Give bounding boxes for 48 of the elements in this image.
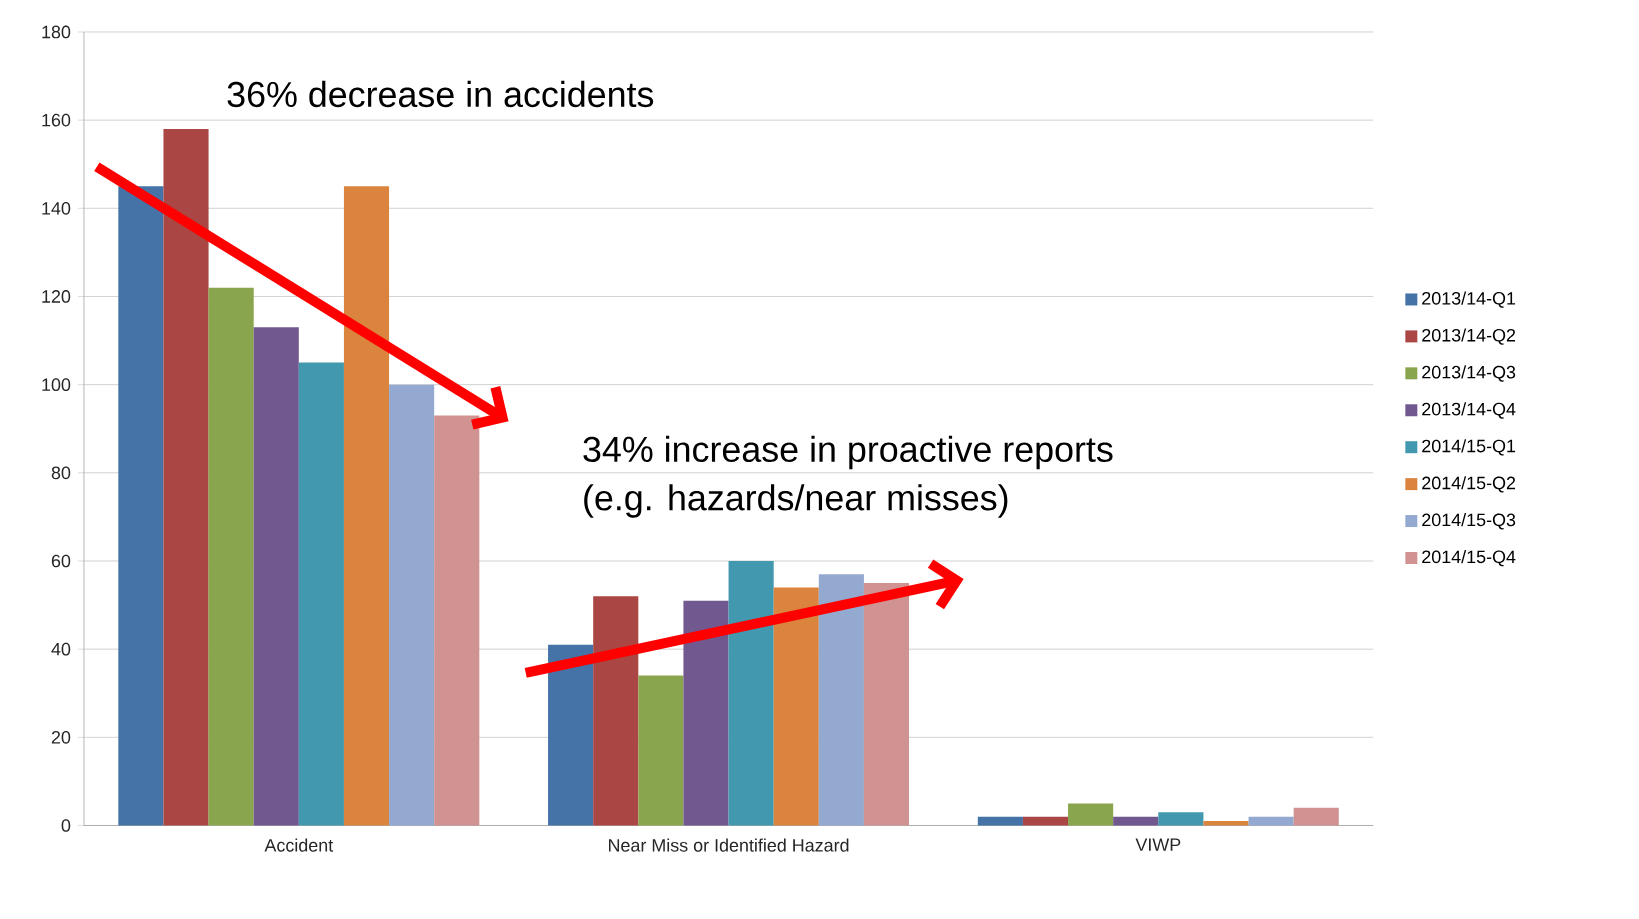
annotation: (e.g. hazards/near misses) — [584, 484, 1008, 518]
bar — [298, 362, 344, 826]
bar — [1203, 820, 1249, 826]
bar — [434, 415, 480, 826]
y-tick-label: 120 — [42, 289, 71, 303]
bar — [1113, 816, 1159, 826]
y-tick-label: 160 — [42, 113, 71, 127]
legend-label: 2013/14-Q4 — [1422, 402, 1516, 419]
legend-label: 2014/15-Q2 — [1422, 475, 1516, 493]
x-tick-label: VIWP — [1135, 838, 1181, 851]
legend-label: 2014/15-Q1 — [1422, 438, 1516, 456]
bar — [253, 327, 299, 826]
bar — [773, 587, 819, 826]
bar — [683, 600, 729, 826]
y-tick-label: 40 — [51, 642, 71, 656]
annotation: 34% increase in proactive reports — [583, 435, 1113, 469]
bar — [1068, 803, 1114, 826]
y-tick-label: 20 — [51, 730, 71, 744]
bar — [863, 582, 910, 826]
legend-label: 2013/14-Q2 — [1422, 328, 1516, 345]
legend-label: 2014/15-Q4 — [1422, 549, 1516, 567]
bar — [343, 186, 390, 826]
legend-label: 2013/14-Q3 — [1422, 365, 1516, 382]
annotation: 36% decrease in accidents — [227, 80, 654, 107]
y-tick-label: 60 — [51, 554, 71, 568]
bar — [728, 560, 774, 826]
bar — [389, 384, 435, 826]
legend-label: 2013/14-Q1 — [1422, 291, 1516, 308]
x-tick-label: Accident — [264, 838, 334, 852]
bar — [638, 675, 684, 826]
bar — [593, 596, 639, 826]
bar — [1022, 816, 1069, 826]
x-tick-label: Near Miss or Identified Hazard — [609, 838, 849, 852]
y-tick-label: 80 — [51, 466, 71, 479]
bar — [1293, 807, 1339, 826]
bar — [1158, 812, 1204, 826]
y-tick-label: 100 — [42, 378, 71, 391]
bar — [818, 573, 864, 826]
bar — [977, 816, 1023, 826]
bar — [548, 644, 594, 826]
y-tick-label: 0 — [61, 818, 71, 832]
bar — [1248, 816, 1294, 826]
bar — [163, 128, 209, 826]
bar — [208, 287, 254, 826]
y-tick-label: 180 — [42, 25, 71, 39]
legend-label: 2014/15-Q3 — [1422, 512, 1516, 530]
y-tick-label: 140 — [42, 201, 71, 215]
bar — [118, 186, 164, 826]
